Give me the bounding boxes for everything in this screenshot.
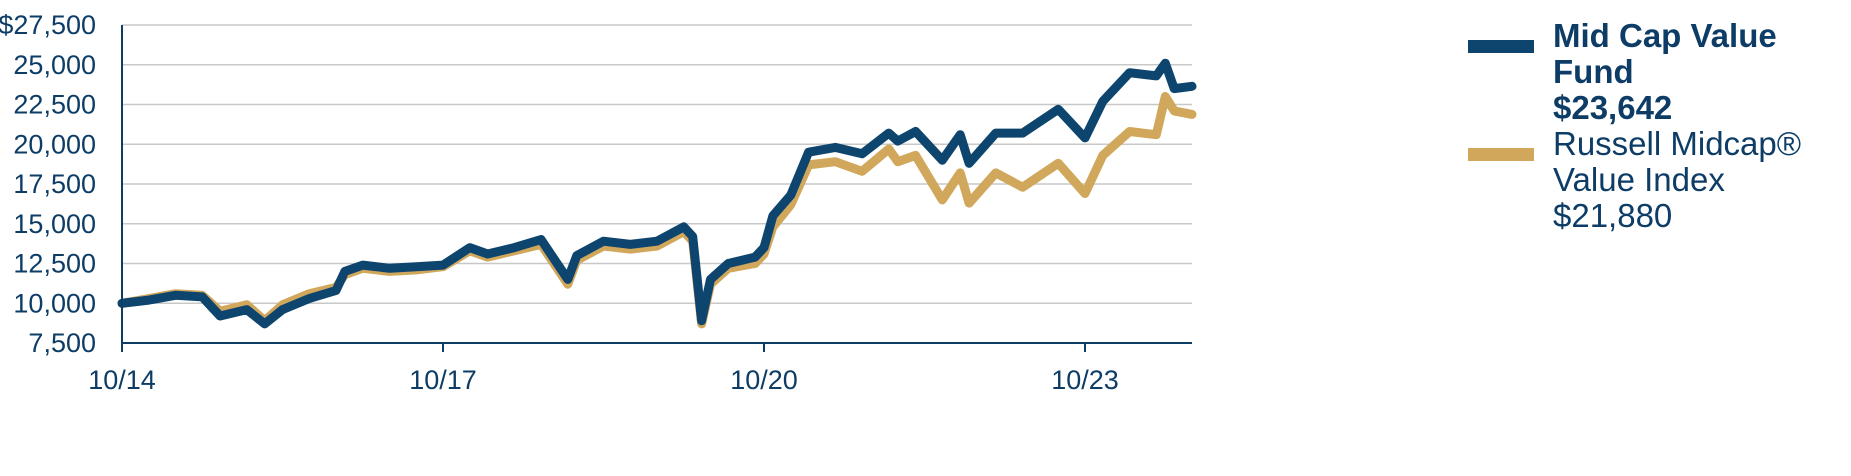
- grid-lines: [122, 24, 1192, 304]
- x-axis-ticks: 10/14 10/17 10/20 10/23: [88, 343, 1119, 395]
- legend: Mid Cap Value Fund $23,642 Russell Midca…: [1468, 18, 1848, 234]
- y-tick-label: $27,500: [0, 10, 96, 40]
- legend-label-fund: Mid Cap Value Fund: [1553, 17, 1777, 90]
- series-line-fund: [117, 58, 1197, 329]
- y-tick-label: 17,500: [13, 169, 96, 199]
- legend-label-index: Russell Midcap® Value Index: [1553, 125, 1802, 198]
- axes: [121, 25, 1192, 344]
- y-tick-label: 12,500: [13, 249, 96, 279]
- legend-swatch-index: [1468, 148, 1534, 161]
- y-tick-label: 25,000: [13, 50, 96, 80]
- y-tick-label: 15,000: [13, 209, 96, 239]
- y-tick-label: 10,000: [13, 288, 96, 318]
- y-tick-label: 20,000: [13, 129, 96, 159]
- legend-value-index: $21,880: [1553, 197, 1673, 234]
- x-tick-label: 10/23: [1051, 365, 1119, 395]
- legend-swatch-fund: [1468, 40, 1534, 53]
- x-tick-label: 10/14: [88, 365, 156, 395]
- x-tick-label: 10/20: [730, 365, 798, 395]
- series-layer: [117, 58, 1197, 329]
- y-axis-ticks: 7,500 10,000 12,500 15,000 17,500 20,000 22,50…: [0, 10, 96, 358]
- legend-item-fund: Mid Cap Value Fund $23,642: [1468, 18, 1848, 126]
- y-tick-label: 22,500: [13, 90, 96, 120]
- legend-value-fund: $23,642: [1553, 89, 1673, 126]
- growth-chart: 7,500 10,000 12,500 15,000 17,500 20,000 22,50…: [0, 10, 1197, 395]
- y-tick-label: 7,500: [28, 328, 96, 358]
- x-tick-label: 10/17: [409, 365, 477, 395]
- legend-item-index: Russell Midcap® Value Index $21,880: [1468, 126, 1848, 234]
